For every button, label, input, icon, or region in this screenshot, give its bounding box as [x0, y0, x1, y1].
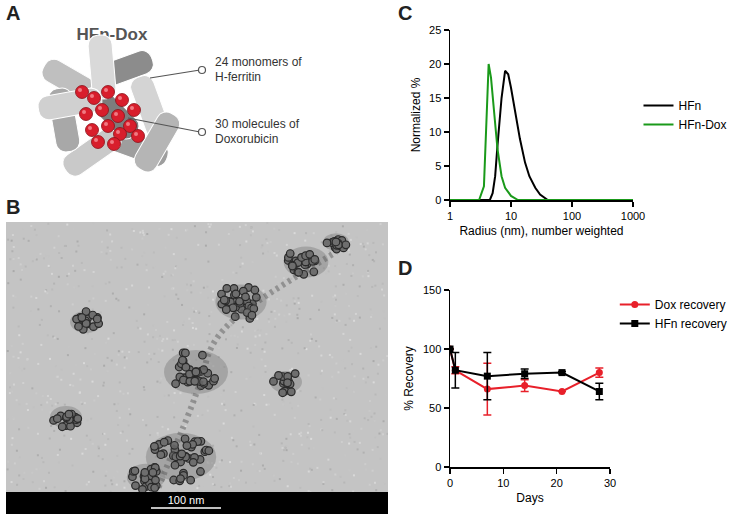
svg-text:100: 100 [563, 210, 581, 222]
svg-text:1: 1 [447, 210, 453, 222]
html-text:D: D [398, 257, 413, 279]
svg-text:10: 10 [497, 477, 509, 489]
svg-text:Normalized %: Normalized % [409, 77, 423, 152]
svg-text:100: 100 [423, 343, 441, 355]
svg-text:100 nm: 100 nm [168, 494, 205, 506]
svg-text:50: 50 [429, 402, 441, 414]
svg-text:0: 0 [435, 194, 441, 206]
svg-text:Radius (nm), number weighted: Radius (nm), number weighted [459, 224, 623, 238]
svg-text:0: 0 [447, 477, 453, 489]
html-text:B: B [6, 196, 21, 218]
html-text:C: C [398, 2, 413, 24]
svg-text:5: 5 [435, 160, 441, 172]
svg-text:1000: 1000 [621, 210, 645, 222]
svg-text:150: 150 [423, 284, 441, 296]
svg-text:30 molecules ofDoxorubicin: 30 molecules ofDoxorubicin [215, 117, 300, 146]
svg-text:% Recovery: % Recovery [402, 346, 416, 411]
svg-text:30: 30 [604, 477, 616, 489]
svg-text:HFn-Dox: HFn-Dox [77, 25, 148, 44]
svg-text:25: 25 [429, 24, 441, 36]
svg-text:0: 0 [435, 461, 441, 473]
svg-text:20: 20 [429, 58, 441, 70]
svg-text:HFn recovery: HFn recovery [655, 317, 727, 331]
svg-text:10: 10 [429, 126, 441, 138]
html-text:A: A [6, 2, 21, 24]
svg-text:20: 20 [551, 477, 563, 489]
svg-text:HFn: HFn [678, 99, 701, 113]
svg-text:HFn-Dox: HFn-Dox [678, 118, 726, 132]
svg-text:Dox recovery: Dox recovery [655, 298, 726, 312]
svg-text:Days: Days [516, 491, 543, 505]
svg-text:24 monomers ofH-ferritin: 24 monomers ofH-ferritin [215, 55, 302, 84]
svg-text:10: 10 [505, 210, 517, 222]
svg-text:15: 15 [429, 92, 441, 104]
